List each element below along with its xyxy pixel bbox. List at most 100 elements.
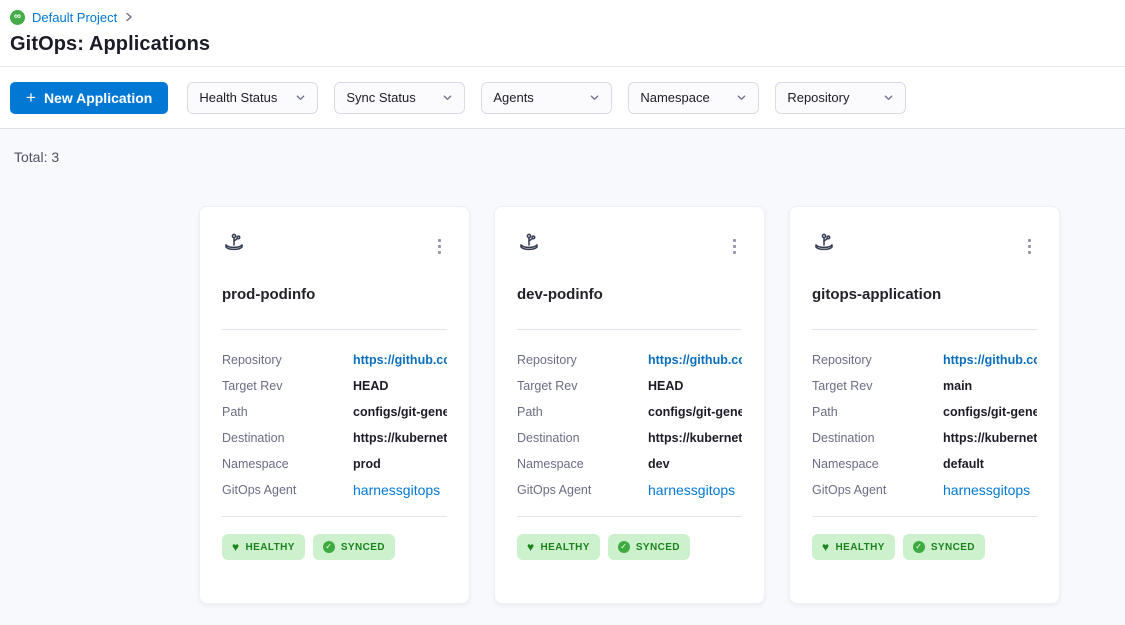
divider [222,516,447,517]
page-title: GitOps: Applications [10,33,211,55]
app-name: dev-podinfo [517,286,603,303]
filter-sync-status[interactable]: Sync Status [334,81,466,114]
field-row: GitOps Agent harnessgitops [812,477,1037,503]
divider [517,329,742,330]
gitops-app-icon [517,231,541,260]
field-value[interactable]: harnessgitops [353,482,441,498]
check-circle-icon: ✓ [322,541,335,553]
card-top [812,231,1037,260]
filter-label: Agents [493,90,534,105]
field-value: https://kubernetes.d... [353,431,447,445]
kebab-menu-icon[interactable] [727,235,742,258]
divider [222,329,447,330]
health-status-badge: ♥ HEALTHY [812,534,895,560]
field-row: Destination https://kubernetes.d... [517,425,742,451]
field-label: GitOps Agent [812,483,887,497]
page-header: ∞ Default Project GitOps: Applications [0,0,1125,67]
healthy-badge-label: HEALTHY [835,541,885,553]
field-label: Namespace [222,457,289,471]
field-label: Path [517,405,543,419]
field-row: Path configs/git-generato... [812,399,1037,425]
sync-status-badge: ✓ SYNCED [312,534,395,560]
field-label: Path [222,405,248,419]
field-value: configs/git-generato... [943,405,1037,419]
field-row: Repository https://github.com/d... [222,347,447,373]
breadcrumb: ∞ Default Project [10,8,1115,26]
field-value: main [943,379,973,393]
field-label: Repository [812,353,872,367]
filter-health-status[interactable]: Health Status [187,81,319,114]
field-value: https://kubernetes.d... [648,431,742,445]
plus-icon: + [26,88,36,107]
application-card[interactable]: dev-podinfo Repository https://github.co… [494,206,765,604]
field-row: Target Rev main [812,373,1037,399]
filter-label: Repository [787,90,850,105]
field-row: Target Rev HEAD [222,373,447,399]
application-card[interactable]: prod-podinfo Repository https://github.c… [199,206,470,604]
chevron-down-icon [589,92,600,103]
sync-status-badge: ✓ SYNCED [902,534,985,560]
field-label: Target Rev [812,379,873,393]
filter-label: Sync Status [346,90,416,105]
filter-namespace[interactable]: Namespace [628,81,760,114]
field-value[interactable]: https://github.com/d... [943,353,1037,367]
heart-icon: ♥ [232,540,240,554]
field-row: Namespace dev [517,451,742,477]
field-value: https://kubernetes.d... [943,431,1037,445]
field-value[interactable]: harnessgitops [648,482,736,498]
breadcrumb-project-link[interactable]: Default Project [32,9,118,25]
app-name: gitops-application [812,286,942,303]
filter-repository[interactable]: Repository [775,81,907,114]
field-row: Path configs/git-generato... [517,399,742,425]
divider [812,329,1037,330]
card-fields: Repository https://github.com/d... Targe… [517,347,742,503]
card-top [517,231,742,260]
field-label: Namespace [812,457,879,471]
chevron-down-icon [295,92,306,103]
filter-label: Health Status [199,90,278,105]
check-circle-icon: ✓ [617,541,630,553]
gitops-app-icon [812,231,836,260]
app-name: prod-podinfo [222,286,316,303]
field-label: Destination [222,431,285,445]
field-row: Target Rev HEAD [517,373,742,399]
chevron-down-icon [736,92,747,103]
status-badges: ♥ HEALTHY ✓ SYNCED [812,534,1037,560]
field-label: Destination [812,431,875,445]
field-value: configs/git-generato... [353,405,447,419]
card-fields: Repository https://github.com/d... Targe… [812,347,1037,503]
new-application-button[interactable]: + New Application [10,81,169,114]
field-label: GitOps Agent [222,483,297,497]
field-value: HEAD [648,379,684,393]
content-area: Total: 3 prod-podinfo Repository https [0,129,1125,625]
health-status-badge: ♥ HEALTHY [517,534,600,560]
project-icon: ∞ [10,9,25,25]
field-row: Repository https://github.com/d... [517,347,742,373]
kebab-menu-icon[interactable] [432,235,447,258]
field-value[interactable]: harnessgitops [943,482,1031,498]
field-row: Destination https://kubernetes.d... [222,425,447,451]
card-fields: Repository https://github.com/d... Targe… [222,347,447,503]
card-top [222,231,447,260]
field-value[interactable]: https://github.com/d... [648,353,742,367]
filter-bar: Health Status Sync Status Agents Namespa… [187,81,907,114]
filter-agents[interactable]: Agents [481,81,613,114]
field-label: GitOps Agent [517,483,592,497]
field-row: Repository https://github.com/d... [812,347,1037,373]
heart-icon: ♥ [527,540,535,554]
divider [517,516,742,517]
field-value: configs/git-generato... [648,405,742,419]
divider [812,516,1037,517]
application-card[interactable]: gitops-application Repository https://gi… [789,206,1060,604]
status-badges: ♥ HEALTHY ✓ SYNCED [222,534,447,560]
sync-status-badge: ✓ SYNCED [607,534,690,560]
heart-icon: ♥ [822,540,830,554]
health-status-badge: ♥ HEALTHY [222,534,305,560]
status-badges: ♥ HEALTHY ✓ SYNCED [517,534,742,560]
cards-row: prod-podinfo Repository https://github.c… [199,206,1125,604]
field-label: Repository [222,353,282,367]
kebab-menu-icon[interactable] [1022,235,1037,258]
synced-badge-label: SYNCED [340,541,385,553]
field-value: prod [353,457,381,471]
field-value[interactable]: https://github.com/d... [353,353,447,367]
